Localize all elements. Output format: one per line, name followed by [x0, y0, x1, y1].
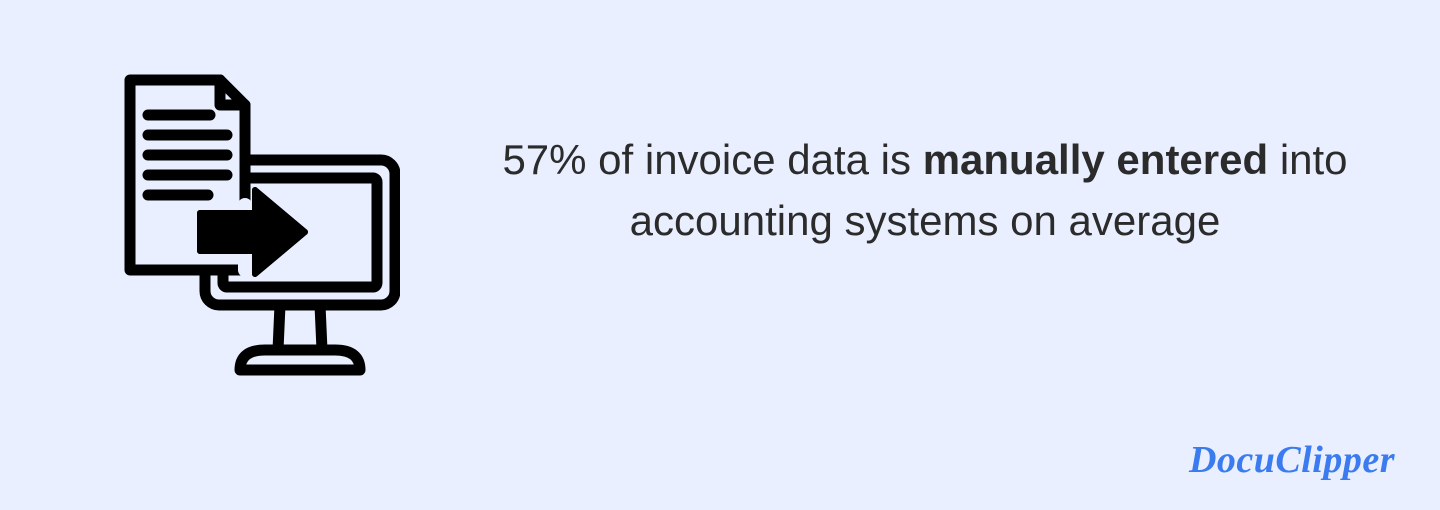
stat-text-bold: manually entered [923, 136, 1268, 183]
document-to-computer-icon [90, 70, 400, 400]
stat-text: 57% of invoice data is manually entered … [490, 130, 1360, 252]
document-to-computer-svg [90, 70, 400, 400]
infographic-canvas: 57% of invoice data is manually entered … [0, 0, 1440, 510]
stat-text-before: 57% of invoice data is [502, 136, 922, 183]
brand-logo: DocuClipper [1189, 438, 1395, 482]
